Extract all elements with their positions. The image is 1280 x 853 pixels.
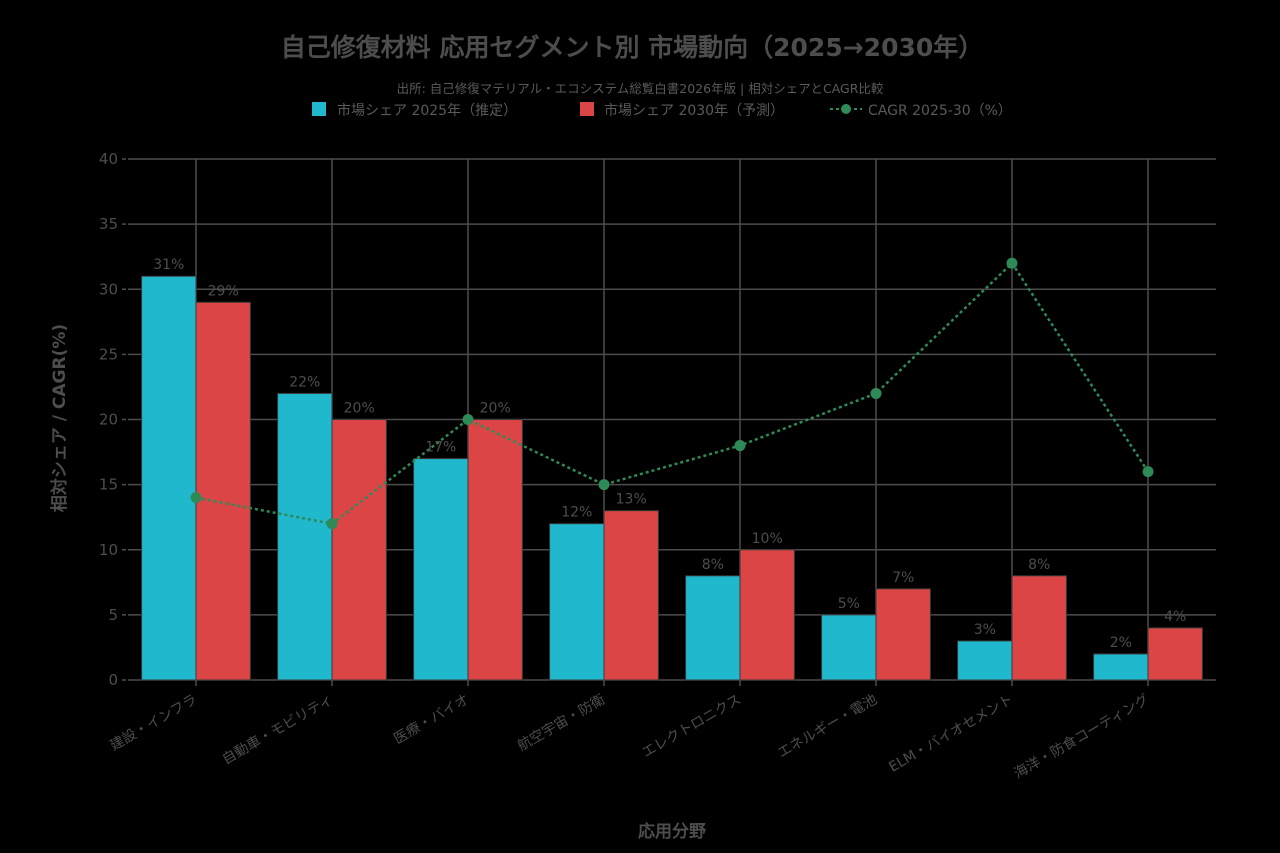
cagr-point-1 [326, 518, 338, 530]
legend-label-2025: 市場シェア 2025年（推定） [337, 102, 517, 119]
x-tick-label-2: 医療・バイオ [391, 691, 472, 748]
legend: 市場シェア 2025年（推定） 市場シェア 2030年（予測） CAGR 202… [312, 102, 1012, 119]
legend-swatch-2025 [312, 102, 326, 116]
cagr-point-7 [1142, 466, 1154, 478]
bar-label-2025-4: 8% [702, 557, 724, 573]
bar-label-2025-5: 5% [838, 596, 860, 612]
x-axis-label: 応用分野 [638, 821, 706, 842]
y-tick-label-6: 30 [99, 280, 118, 298]
y-tick-label-1: 5 [108, 606, 118, 624]
bar-label-2025-1: 22% [289, 374, 320, 390]
bar-2025-2 [413, 458, 469, 681]
bar-label-2025-7: 2% [1110, 635, 1132, 651]
bar-label-2030-3: 13% [616, 492, 647, 508]
bar-label-2030-0: 29% [208, 283, 239, 299]
ticks: 0 5 10 15 20 25 30 35 40 建設・インフラ 自動車・モビリティ 医療・バイオ 航空… [99, 150, 1152, 782]
bar-label-2025-2: 17% [425, 440, 456, 456]
x-tick-label-1: 自動車・モビリティ [219, 691, 336, 768]
bar-2025-7 [1093, 653, 1149, 681]
bar-2030-3 [603, 510, 659, 681]
legend-label-cagr: CAGR 2025-30（%） [868, 103, 1012, 119]
bar-label-2025-0: 31% [153, 257, 184, 273]
legend-swatch-2030 [580, 102, 594, 116]
y-axis-label: 相対シェア / CAGR(%) [49, 324, 70, 512]
bars [141, 275, 1203, 681]
data-labels: 31% 22% 17% 12% 8% 5% 3% 2% 29% 20% 20% 13% 10% 7% 8% 4… [153, 257, 1186, 651]
x-tick-label-5: エネルギー・電池 [775, 692, 880, 762]
bar-label-2030-7: 4% [1164, 609, 1186, 625]
bar-2025-5 [821, 614, 877, 681]
bar-label-2025-3: 12% [561, 505, 592, 521]
bar-2030-1 [331, 419, 387, 681]
legend-marker-cagr [841, 104, 851, 114]
x-tick-label-4: エレクトロニクス [639, 692, 744, 762]
y-tick-label-0: 0 [108, 671, 118, 689]
bar-2025-4 [685, 575, 741, 681]
cagr-point-5 [870, 387, 882, 399]
legend-label-2030: 市場シェア 2030年（予測） [604, 102, 784, 119]
y-tick-label-3: 15 [99, 476, 118, 494]
bar-label-2030-4: 10% [752, 531, 783, 547]
chart-title: 自己修復材料 応用セグメント別 市場動向（2025→2030年） [281, 33, 984, 62]
x-tick-label-0: 建設・インフラ [107, 692, 200, 755]
bar-label-2025-6: 3% [974, 622, 996, 638]
cagr-line [190, 257, 1154, 530]
cagr-point-2 [462, 414, 474, 425]
bar-2030-7 [1147, 627, 1203, 681]
bar-label-2030-6: 8% [1028, 557, 1050, 573]
bar-2025-6 [957, 640, 1013, 681]
y-tick-label-2: 10 [99, 541, 118, 559]
y-tick-label-4: 20 [99, 411, 118, 429]
cagr-point-4 [734, 440, 746, 452]
x-tick-label-6: ELM・バイオセメント [886, 692, 1016, 776]
bar-2030-5 [875, 588, 931, 681]
bar-2030-6 [1011, 575, 1067, 681]
x-tick-label-3: 航空宇宙・防衛 [515, 692, 608, 755]
bar-2025-0 [141, 275, 197, 681]
chart-subtitle: 出所: 自己修復マテリアル・エコシステム総覧白書2026年版 | 相対シェアとC… [397, 81, 884, 96]
bar-2030-2 [467, 419, 523, 681]
cagr-point-3 [598, 479, 610, 491]
bar-2025-3 [549, 523, 605, 681]
bar-2030-0 [195, 301, 251, 681]
y-tick-label-8: 40 [99, 150, 118, 168]
bar-2025-1 [277, 392, 333, 681]
y-tick-label-5: 25 [99, 345, 118, 363]
bar-label-2030-5: 7% [892, 570, 914, 586]
cagr-point-0 [190, 492, 202, 504]
y-tick-label-7: 35 [99, 215, 118, 233]
bar-2030-4 [739, 549, 795, 681]
bar-label-2030-2: 20% [480, 401, 511, 417]
cagr-point-6 [1006, 257, 1018, 269]
x-tick-label-7: 海洋・防食コーティング [1011, 691, 1152, 782]
bar-label-2030-1: 20% [344, 401, 375, 417]
